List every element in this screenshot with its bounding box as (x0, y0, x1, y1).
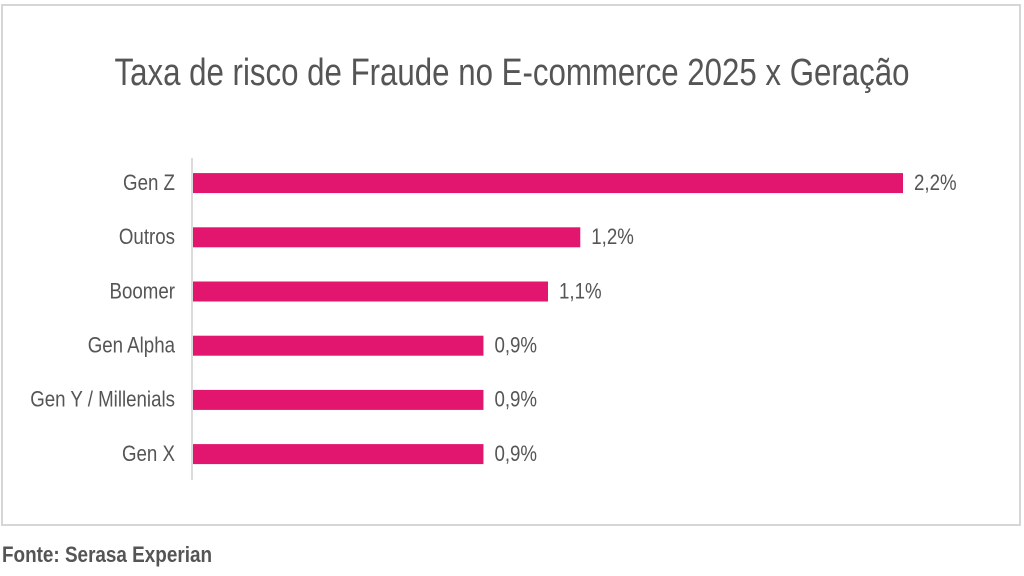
bar (193, 281, 548, 302)
value-label: 1,1% (559, 280, 602, 304)
category-label: Gen Alpha (88, 334, 176, 358)
chart-frame (1, 4, 1021, 526)
source-note: Fonte: Serasa Experian (2, 542, 212, 567)
category-label: Gen X (122, 443, 175, 467)
bar (193, 389, 484, 410)
category-label: Gen Y / Millenials (30, 388, 175, 412)
value-label: 0,9% (494, 388, 537, 412)
category-label: Outros (119, 226, 175, 250)
value-label: 1,2% (591, 226, 634, 250)
value-label: 0,9% (494, 443, 537, 467)
value-label: 2,2% (914, 172, 957, 196)
bar (193, 444, 484, 465)
chart-title: Taxa de risco de Fraude no E-commerce 20… (115, 52, 910, 94)
bar (193, 173, 903, 194)
bar (193, 227, 581, 248)
value-label: 0,9% (494, 334, 537, 358)
category-label: Boomer (110, 280, 176, 304)
bar (193, 335, 484, 356)
category-label: Gen Z (123, 172, 175, 196)
